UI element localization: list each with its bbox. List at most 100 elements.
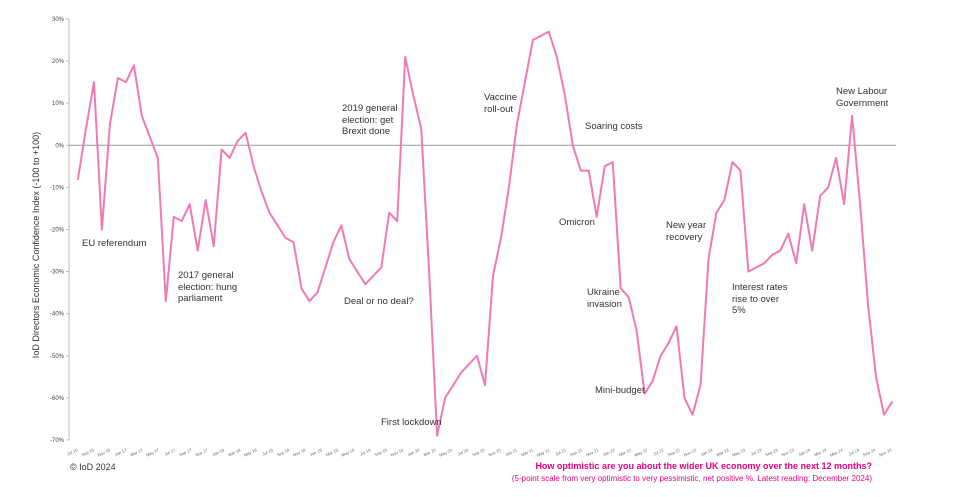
data-point [524,81,526,83]
data-point [101,229,103,231]
x-tick-label: Jul 16 [66,447,79,457]
data-point [189,203,191,205]
x-tick-label: Sep 17 [178,447,193,457]
x-tick-label: Nov 20 [488,447,503,457]
y-tick-label: -20% [50,228,65,234]
x-tick-label: Mar 17 [130,447,145,457]
data-point [891,401,893,403]
data-point [333,241,335,243]
y-tick-label: -60% [50,396,65,402]
data-point [716,212,718,214]
x-tick-label: Jul 19 [359,447,372,457]
data-point [827,187,829,189]
data-point [277,224,279,226]
data-point [700,384,702,386]
annotation-label: Ukraine invasion [587,287,622,310]
y-tick-label: -50% [50,354,65,360]
x-tick-label: May 18 [243,447,258,458]
x-tick-label: Sep 22 [667,447,682,457]
x-tick-label: Nov 24 [878,447,893,457]
data-point [724,199,726,201]
data-point [404,56,406,58]
data-point [787,233,789,235]
x-tick-label: Mar 22 [618,447,633,457]
data-point [588,170,590,172]
x-tick-label: Mar 23 [716,447,731,457]
data-point [301,288,303,290]
data-point [197,250,199,252]
x-tick-label: Jul 22 [652,447,665,457]
data-point [388,212,390,214]
annotation-label: Omicron [559,217,595,228]
data-point [341,224,343,226]
data-point [652,380,654,382]
x-tick-label: May 17 [145,447,160,458]
x-tick-label: Mar 19 [325,447,340,457]
y-tick-label: 30% [52,17,65,23]
data-point [636,330,638,332]
data-point [125,81,127,83]
data-point [364,283,366,285]
data-point [349,258,351,260]
y-tick-label: -30% [50,270,65,276]
x-tick-label: Sep 18 [276,447,291,457]
data-point [756,267,758,269]
y-axis-title: IoD Directors Economic Confidence Index … [31,131,41,359]
data-point [660,355,662,357]
data-point [460,372,462,374]
data-point [851,115,853,117]
data-point [883,414,885,416]
x-tick-label: May 24 [829,447,844,458]
x-tick-label: Jul 18 [262,447,275,457]
data-point [708,258,710,260]
data-point [859,203,861,205]
data-point [372,275,374,277]
data-point [764,262,766,264]
data-point [396,220,398,222]
data-point [748,271,750,273]
annotation-label: Interest rates rise to over 5% [732,282,788,316]
data-point [740,170,742,172]
data-point [117,77,119,79]
data-point [843,203,845,205]
annotation-label: Soaring costs [585,121,643,132]
annotation-label: 2017 general election: hung parliament [178,270,238,304]
data-point [612,161,614,163]
x-tick-label: Mar 20 [423,447,438,457]
data-point [237,140,239,142]
data-point [253,166,255,168]
data-point [628,296,630,298]
x-tick-label: Jan 23 [700,447,714,457]
confidence-index-line [77,30,893,437]
data-point [564,94,566,96]
x-tick-label: May 19 [341,447,356,458]
x-tick-label: Mar 21 [520,447,535,457]
data-point [77,178,79,180]
x-tick-label: Nov 19 [390,447,405,457]
data-point [357,271,359,273]
data-point [380,267,382,269]
y-tick-label: -40% [50,312,65,318]
annotation-label: Mini-budget [595,385,645,396]
data-point [484,384,486,386]
x-tick-label: Sep 23 [764,447,779,457]
data-point [157,157,159,159]
x-tick-label: Sep 21 [569,447,584,457]
annotation-label: New year recovery [666,220,707,243]
data-point [149,136,151,138]
data-point [269,212,271,214]
data-point [819,195,821,197]
data-point [213,246,215,248]
data-point [85,128,87,130]
x-tick-label: Jan 17 [114,447,128,457]
data-point [412,94,414,96]
data-point [771,254,773,256]
data-point [556,56,558,58]
x-tick-label: Sep 19 [374,447,389,457]
x-tick-label: May 21 [536,447,551,458]
chart-axes: 30%20%10%0%-10%-20%-30%-40%-50%-60%-70%J… [50,17,896,458]
data-point [245,132,247,134]
data-point [420,128,422,130]
data-point [684,397,686,399]
x-tick-label: Nov 16 [97,447,112,457]
